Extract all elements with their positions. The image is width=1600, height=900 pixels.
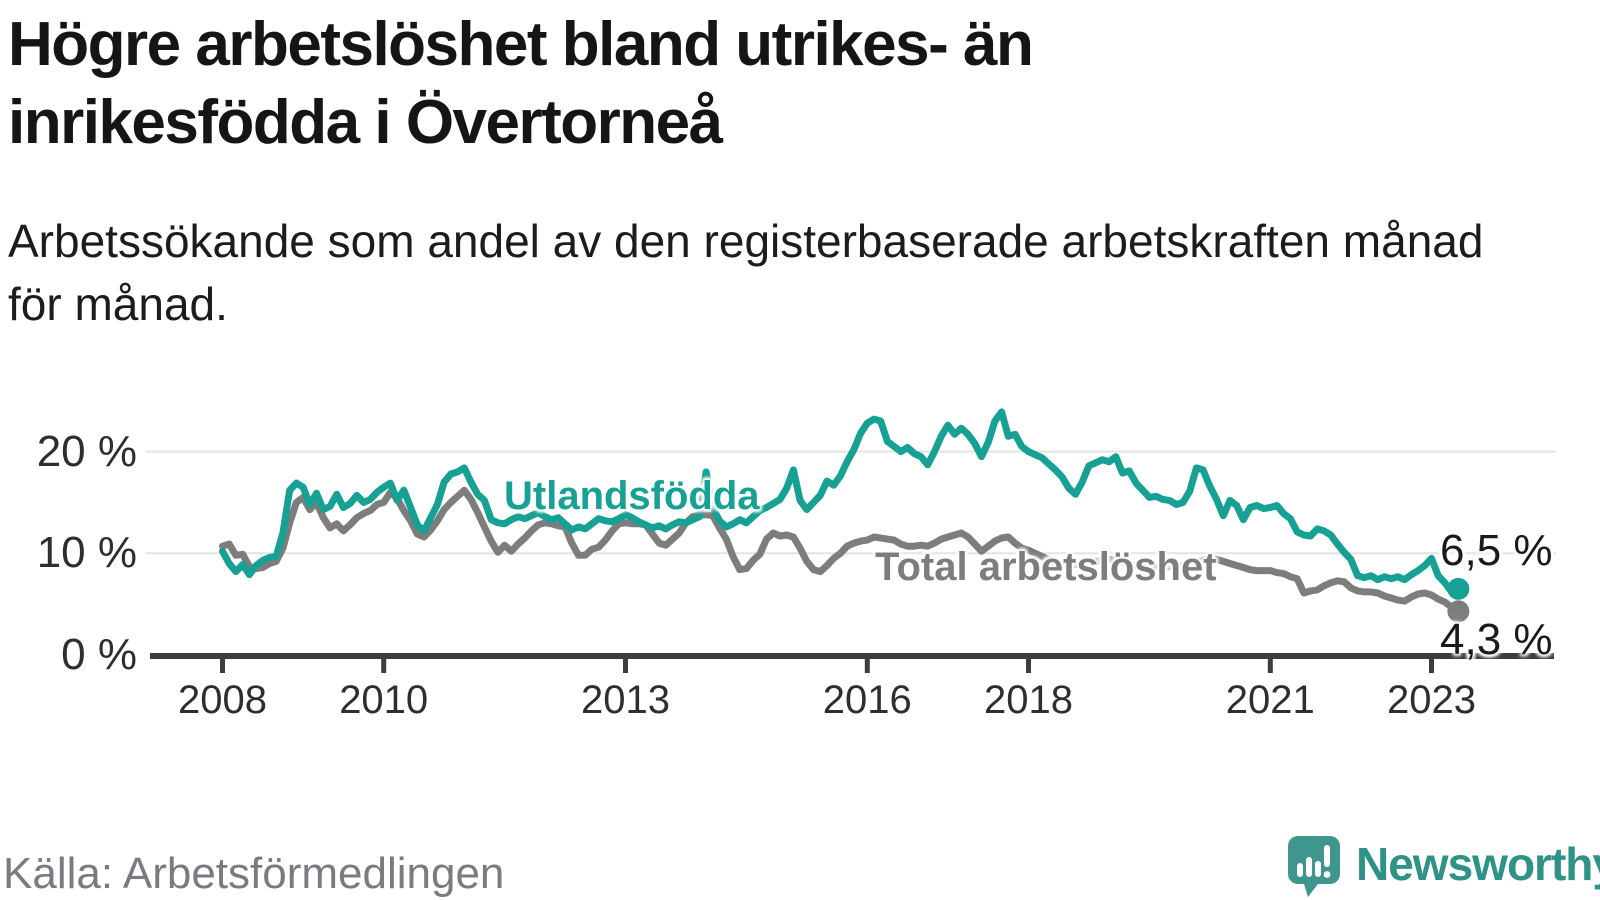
- newsworthy-logo: Newsworthy: [1288, 836, 1600, 898]
- x-axis-tick-label: 2010: [339, 678, 429, 722]
- x-axis-tick-label: 2023: [1387, 678, 1476, 722]
- title-line-2: inrikesfödda i Övertorneå: [8, 88, 723, 157]
- y-axis-tick-label: 20 %: [36, 426, 137, 476]
- chart-subtitle: Arbetssökande som andel av den registerb…: [8, 210, 1588, 336]
- x-axis-tick-label: 2008: [178, 678, 267, 722]
- newsworthy-logo-text: Newsworthy: [1356, 838, 1600, 890]
- title-line-1: Högre arbetslöshet bland utrikes- än: [8, 10, 1034, 79]
- newsworthy-logo-icon: [1288, 836, 1340, 897]
- x-axis-tick-label: 2013: [581, 678, 670, 722]
- page-title: Högre arbetslöshet bland utrikes- än inr…: [8, 6, 1568, 162]
- x-axis-tick-label: 2016: [822, 678, 912, 722]
- x-axis-tick-label: 2018: [984, 678, 1073, 722]
- x-axis-tick-label: 2021: [1225, 678, 1315, 722]
- series-label-utlandsfodda: Utlandsfödda: [504, 474, 760, 518]
- source-credit: Källa: Arbetsförmedlingen: [3, 849, 505, 898]
- y-axis-tick-label: 0 %: [61, 630, 137, 679]
- subtitle-line-1: Arbetssökande som andel av den registerb…: [8, 215, 1484, 267]
- end-value-label-total: 4,3 %: [1440, 615, 1553, 664]
- subtitle-line-2: för månad.: [8, 278, 228, 330]
- series-label-total-arbetsloshet: Total arbetslöshet: [875, 545, 1217, 589]
- end-value-label-utlandsfodda: 6,5 %: [1440, 526, 1553, 575]
- y-axis-tick-label: 10 %: [36, 528, 137, 578]
